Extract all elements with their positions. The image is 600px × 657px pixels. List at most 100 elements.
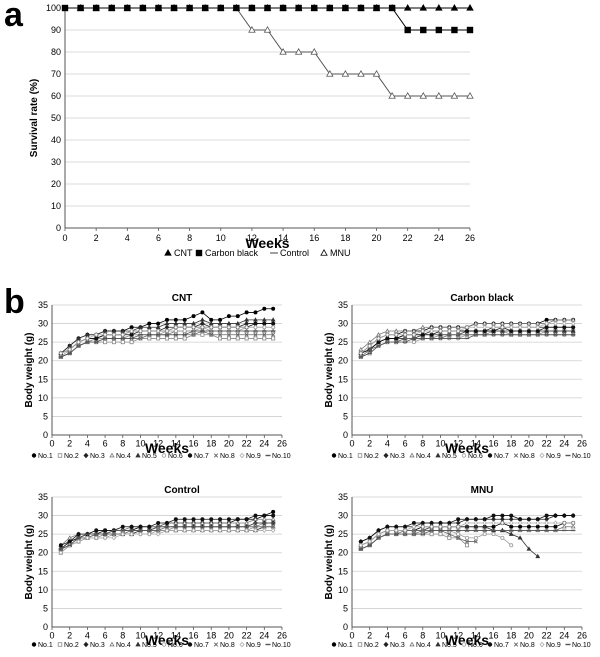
- carbon-black-legend-marker-no-6: [461, 453, 467, 458]
- cnt-point-no-9-7: [120, 332, 126, 338]
- mnu-point-no-9-15: [491, 520, 496, 526]
- control-ytick-label-5: 25: [38, 529, 48, 539]
- carbon-black-point-no-5-24: [570, 328, 576, 333]
- cnt-point-no-2-13: [173, 336, 178, 341]
- mnu-point-no-7-9: [438, 521, 443, 526]
- survival-line-mnu: [235, 7, 470, 97]
- survival-xtick-label-1: 2: [94, 233, 99, 243]
- cnt-xtick-label-7: 14: [171, 439, 181, 449]
- mnu-point-no-7-22: [553, 513, 558, 518]
- mnu-point-no-6-16: [500, 535, 505, 540]
- control-point-no-9-24: [270, 527, 276, 533]
- mnu-legend-marker-no-8: [513, 642, 519, 647]
- cnt-ytick-label-1: 5: [43, 411, 48, 421]
- cnt-point-no-5-14: [182, 320, 188, 326]
- mnu-point-no-7-12: [464, 517, 469, 522]
- cnt-point-no-9-16: [200, 324, 205, 330]
- cnt-xtick-label-10: 20: [224, 439, 234, 449]
- mnu-xtick-label-0: 0: [349, 631, 354, 641]
- cnt-point-no-2-6: [111, 340, 116, 345]
- cnt-point-no-5-19: [226, 320, 232, 326]
- carbon-black-point-no-9-15: [491, 324, 496, 330]
- mnu-legend-marker-no-5: [435, 641, 441, 647]
- carbon-black-point-no-7-17: [509, 328, 514, 333]
- carbon-black-point-no-4-7: [420, 324, 426, 329]
- control-point-no-9-20: [235, 527, 241, 533]
- mnu-point-no-6-14: [482, 532, 487, 537]
- mnu-point-no-5-17: [508, 531, 514, 536]
- control-xtick-label-8: 16: [189, 631, 199, 641]
- carbon-black-point-no-7-20: [535, 328, 540, 333]
- control-legend-label-no-3: No.3: [90, 642, 105, 649]
- mnu-xtick-label-12: 24: [559, 631, 569, 641]
- mnu-legend-label-no-5: No.5: [442, 642, 457, 649]
- cnt-point-no-5-18: [217, 320, 223, 326]
- survival-point-cnt-25: [466, 3, 474, 11]
- cnt-point-no-9-24: [270, 324, 276, 330]
- survival-point-carbon-black-24: [435, 26, 443, 34]
- cnt-point-no-9-3: [85, 335, 90, 341]
- cnt-point-no-7-24: [271, 321, 276, 326]
- carbon-black-point-no-8-5: [403, 336, 408, 341]
- carbon-black-point-no-9-5: [402, 332, 408, 338]
- survival-point-carbon-black-22: [404, 26, 411, 34]
- mnu-point-no-7-6: [411, 521, 416, 526]
- control-xtick-label-2: 4: [85, 631, 90, 641]
- carbon-black-series-no-7: [358, 325, 576, 356]
- control-point-no-9-17: [208, 527, 214, 533]
- mnu-point-no-7-7: [420, 521, 425, 526]
- carbon-black-point-no-9-24: [570, 321, 576, 327]
- control-legend-label-no-5: No.5: [142, 642, 157, 649]
- cnt-point-no-8-21: [244, 332, 249, 337]
- carbon-black-point-no-9-13: [473, 324, 479, 330]
- control-legend-label-no-9: No.9: [246, 642, 261, 649]
- survival-point-carbon-black-13: [264, 4, 271, 12]
- cnt-point-no-8-24: [271, 332, 276, 337]
- control-point-no-7-22: [253, 513, 258, 518]
- cnt-point-no-5-12: [164, 320, 170, 326]
- cnt-point-no-9-21: [244, 324, 249, 330]
- mnu-ytick-label-3: 15: [338, 566, 348, 576]
- carbon-black-ytick-label-3: 15: [338, 374, 348, 384]
- control-xtick-label-12: 24: [259, 631, 269, 641]
- carbon-black-point-no-7-13: [473, 328, 478, 333]
- survival-point-carbon-black-12: [248, 4, 256, 12]
- cnt-legend-label-no-1: No.1: [38, 453, 53, 460]
- survival-ytick-label-4: 40: [51, 135, 61, 145]
- cnt-legend-marker-no-5: [135, 452, 141, 458]
- control-series-no-10: [58, 522, 276, 550]
- control-legend-label-no-1: No.1: [38, 642, 53, 649]
- survival-ytick-label-6: 60: [51, 91, 61, 101]
- carbon-black-point-no-7-2: [376, 340, 381, 345]
- survival-point-carbon-black-16: [311, 4, 318, 12]
- cnt-point-no-7-23: [262, 321, 267, 326]
- control-xtick-label-6: 12: [153, 631, 163, 641]
- cnt-point-no-7-8: [129, 332, 134, 337]
- mnu-ytick-label-6: 30: [338, 511, 348, 521]
- carbon-black-legend-label-no-5: No.5: [442, 453, 457, 460]
- control-point-no-7-13: [173, 517, 178, 522]
- mnu-line-no-6: [360, 530, 512, 546]
- control-point-no-9-19: [226, 527, 232, 533]
- survival-point-carbon-black-1: [77, 4, 84, 12]
- cnt-point-no-5-16: [199, 317, 205, 322]
- carbon-black-point-no-5-16: [499, 328, 505, 333]
- survival-point-carbon-black-2: [92, 4, 100, 12]
- mnu-point-no-7-17: [509, 513, 514, 518]
- mnu-legend-marker-no-7: [487, 642, 493, 647]
- mnu-point-no-7-16: [500, 513, 505, 518]
- mnu-legend-label-no-9: No.9: [546, 642, 561, 649]
- carbon-black-x-axis-label: Weeks: [445, 440, 489, 456]
- survival-point-mnu-14: [450, 91, 459, 99]
- mnu-point-no-9-14: [482, 520, 487, 526]
- cnt-legend-marker-no-6: [161, 453, 167, 458]
- survival-xtick-label-2: 4: [125, 233, 130, 243]
- survival-point-carbon-black-5: [139, 4, 147, 12]
- carbon-black-legend-marker-no-9: [539, 452, 545, 459]
- control-point-no-4-19: [226, 520, 232, 525]
- cnt-legend-label-no-7: No.7: [194, 453, 209, 460]
- control-point-no-9-14: [182, 527, 187, 533]
- control-xtick-label-5: 10: [135, 631, 145, 641]
- control-point-no-9-18: [217, 527, 223, 533]
